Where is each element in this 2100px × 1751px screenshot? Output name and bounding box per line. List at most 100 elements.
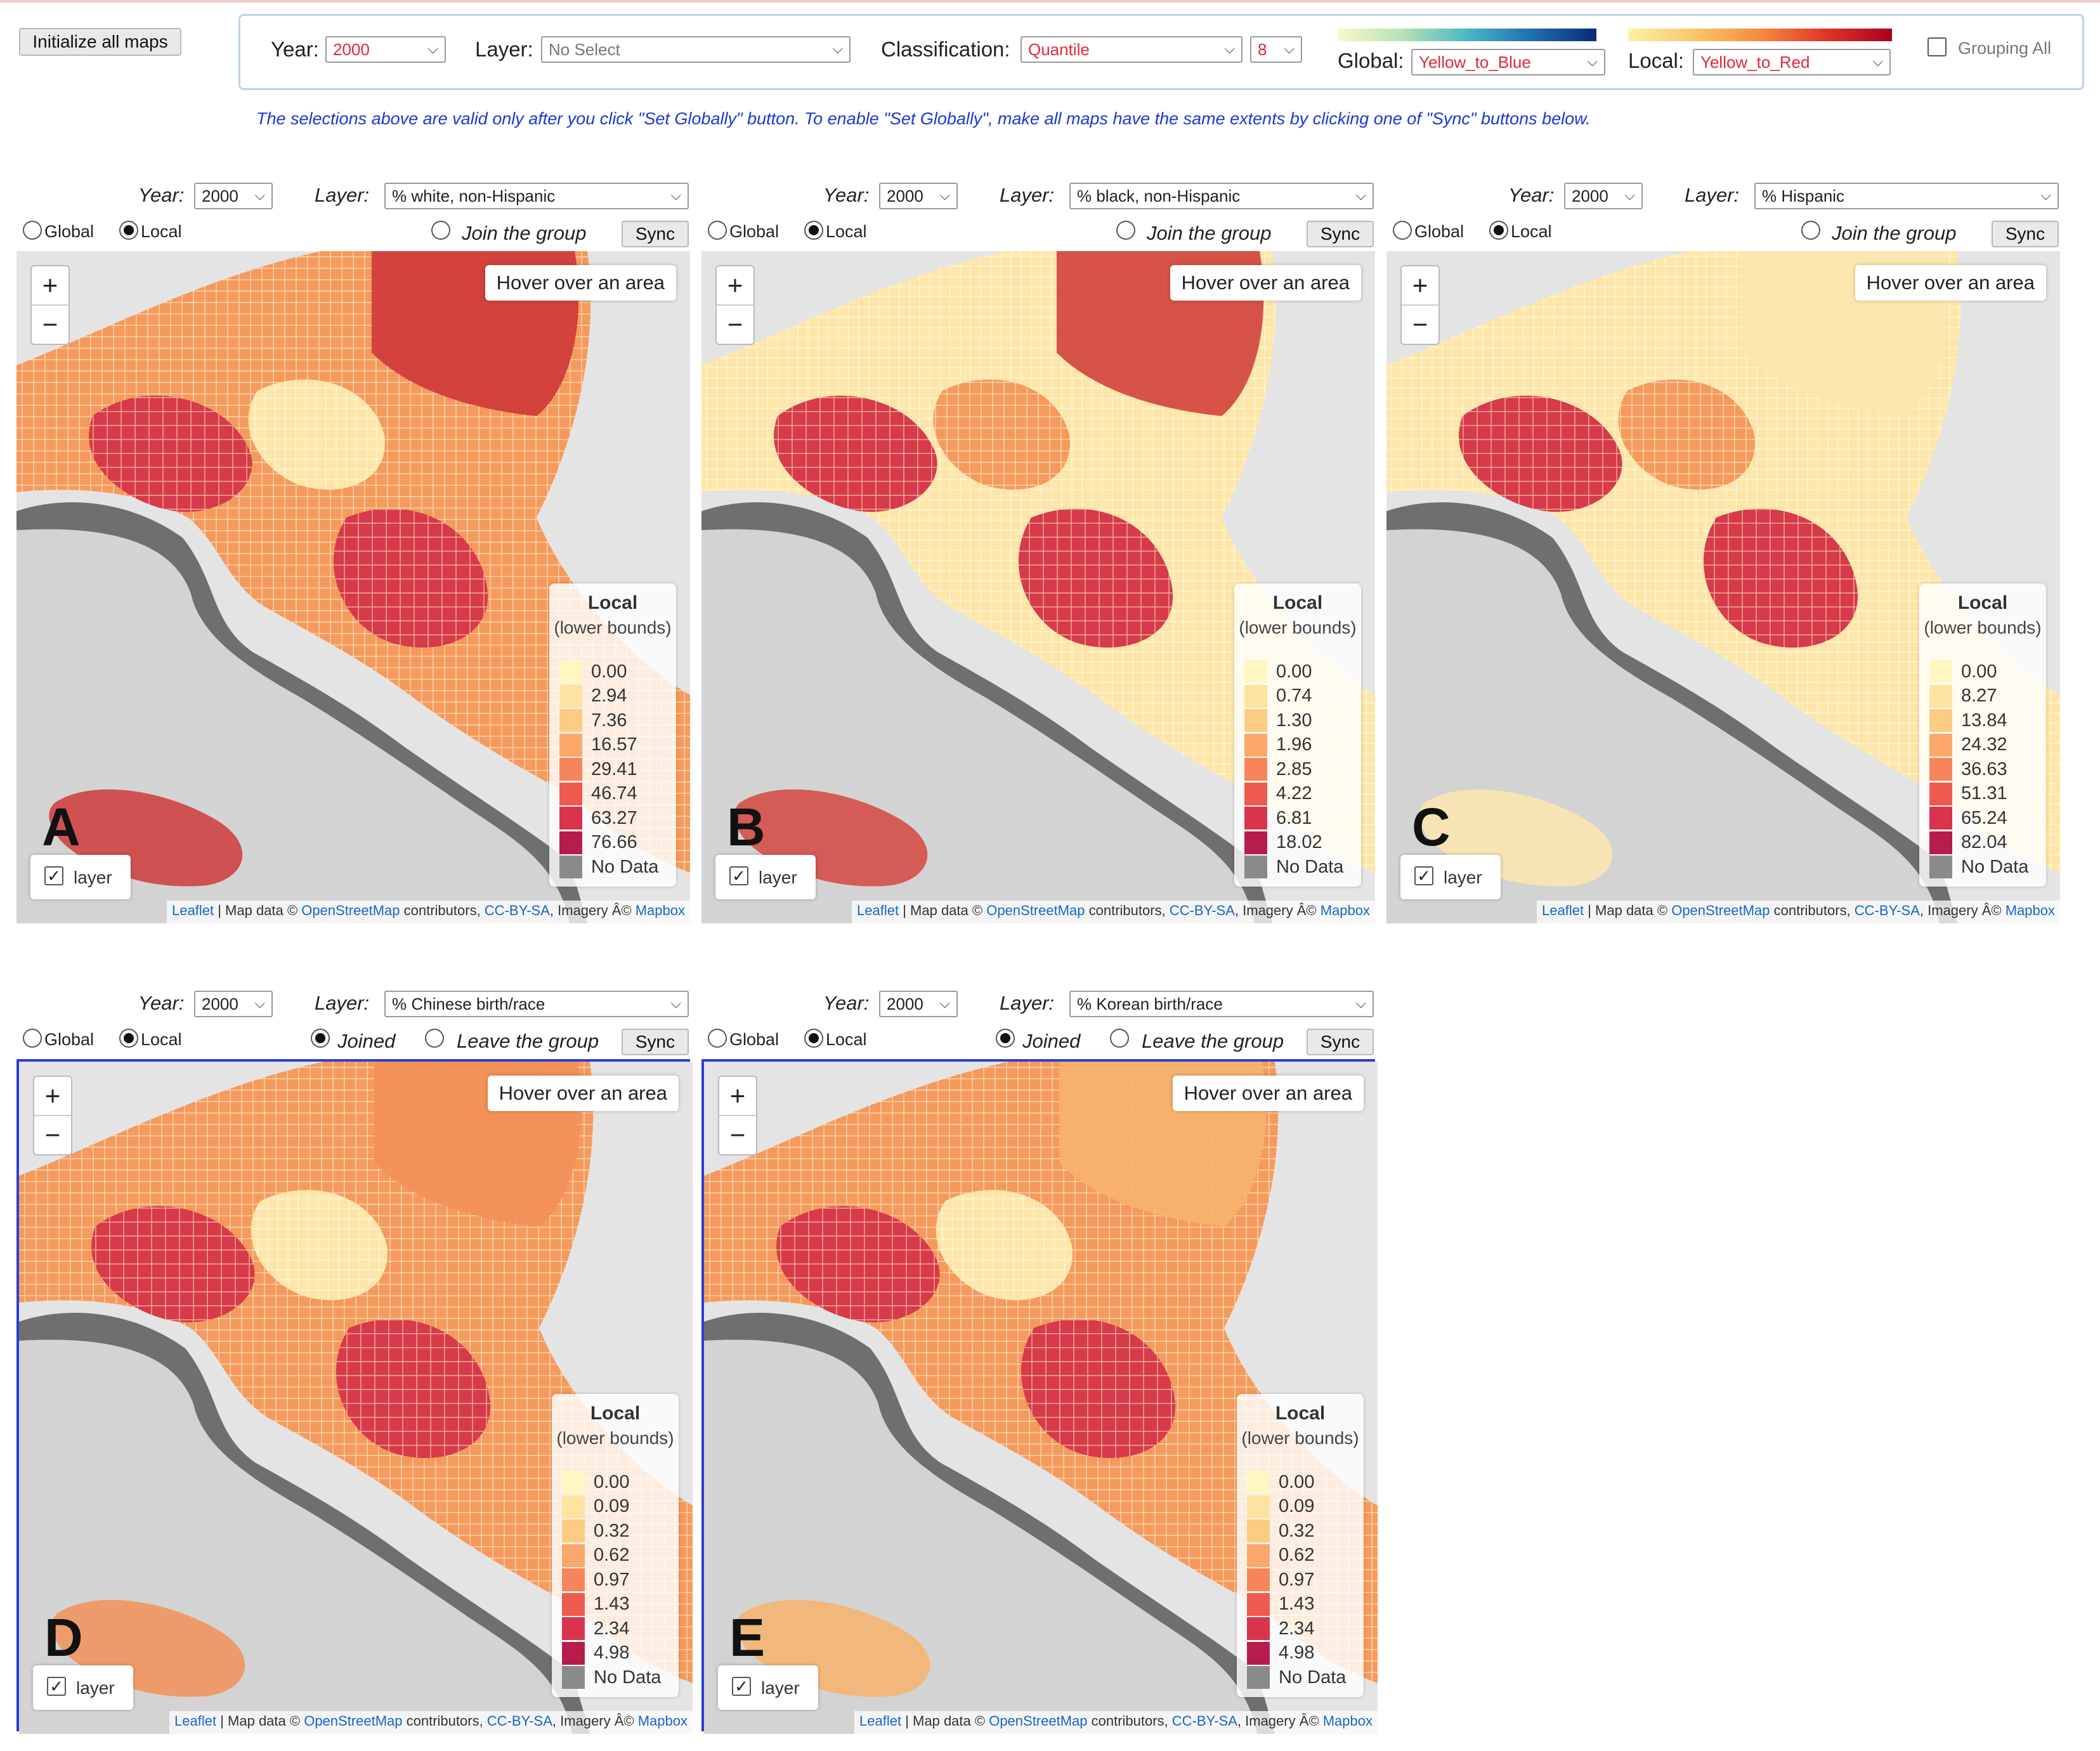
leave-group-radio[interactable]: [1110, 1029, 1129, 1048]
global-year-select[interactable]: 2000 ⌵: [325, 36, 446, 63]
global-radio[interactable]: [1393, 221, 1412, 240]
legend-item: 65.24: [1929, 806, 2007, 830]
global-radio[interactable]: [708, 221, 727, 240]
openstreetmap-link[interactable]: OpenStreetMap: [986, 902, 1085, 918]
openstreetmap-link[interactable]: OpenStreetMap: [301, 902, 400, 918]
zoom-control[interactable]: + −: [718, 1076, 757, 1155]
classes-select[interactable]: 8 ⌵: [1250, 36, 1302, 63]
cc-by-sa-link[interactable]: CC-BY-SA: [484, 902, 550, 918]
layer-checkbox[interactable]: ✓: [732, 1677, 751, 1696]
layer-select[interactable]: % Chinese birth/race ⌵: [384, 991, 689, 1017]
openstreetmap-link[interactable]: OpenStreetMap: [304, 1713, 403, 1729]
global-radio[interactable]: [23, 1029, 42, 1048]
layer-checkbox[interactable]: ✓: [47, 1677, 66, 1696]
sync-button[interactable]: Sync: [1307, 221, 1374, 247]
mapbox-link[interactable]: Mapbox: [637, 1713, 688, 1729]
mapbox-link[interactable]: Mapbox: [635, 902, 685, 918]
year-select[interactable]: 2000 ⌵: [879, 991, 958, 1017]
local-radio[interactable]: [804, 221, 823, 240]
cc-by-sa-link[interactable]: CC-BY-SA: [1854, 902, 1920, 918]
local-radio[interactable]: [119, 221, 138, 240]
leave-group-radio[interactable]: [425, 1029, 444, 1048]
choropleth-map[interactable]: + − Hover over an area Local (lower bounds) 0…: [701, 251, 1375, 923]
mapbox-link[interactable]: Mapbox: [1322, 1713, 1373, 1729]
choropleth-map[interactable]: + − Hover over an area Local (lower bounds) 0…: [19, 1062, 693, 1734]
global-radio[interactable]: [708, 1029, 727, 1048]
year-select[interactable]: 2000 ⌵: [194, 991, 273, 1017]
leaflet-link[interactable]: Leaflet: [1542, 902, 1584, 918]
layer-toggle[interactable]: ✓ layer: [715, 855, 816, 899]
layer-toggle[interactable]: ✓ layer: [1400, 855, 1501, 899]
sync-button[interactable]: Sync: [622, 221, 689, 247]
year-select[interactable]: 2000 ⌵: [879, 183, 958, 209]
zoom-control[interactable]: + −: [33, 1076, 72, 1155]
layer-checkbox[interactable]: ✓: [44, 866, 63, 885]
year-select[interactable]: 2000 ⌵: [194, 183, 273, 209]
local-radio-label: Local: [141, 222, 182, 241]
join-group-radio[interactable]: [1116, 221, 1135, 240]
year-value: 2000: [202, 994, 238, 1013]
map-view[interactable]: + − Hover over an area Local (lower bounds) 0…: [16, 1059, 693, 1734]
zoom-in-button[interactable]: +: [1402, 266, 1438, 306]
layer-checkbox[interactable]: ✓: [1414, 866, 1433, 885]
layer-toggle[interactable]: ✓ layer: [30, 855, 131, 899]
zoom-out-button[interactable]: −: [729, 1120, 746, 1150]
leaflet-link[interactable]: Leaflet: [859, 1713, 902, 1729]
joined-radio[interactable]: [311, 1029, 330, 1048]
layer-select[interactable]: % black, non-Hispanic ⌵: [1069, 183, 1374, 209]
zoom-control[interactable]: + −: [30, 265, 70, 345]
choropleth-map[interactable]: + − Hover over an area Local (lower bounds) 0…: [16, 251, 690, 923]
joined-radio[interactable]: [996, 1029, 1015, 1048]
zoom-control[interactable]: + −: [715, 265, 755, 345]
zoom-in-button[interactable]: +: [34, 1077, 71, 1116]
layer-checkbox[interactable]: ✓: [729, 866, 748, 885]
global-layer-select[interactable]: No Select ⌵: [541, 36, 851, 63]
map-view[interactable]: + − Hover over an area Local (lower bounds) 0…: [701, 251, 1375, 923]
cc-by-sa-link[interactable]: CC-BY-SA: [486, 1713, 552, 1729]
sync-button[interactable]: Sync: [622, 1029, 689, 1055]
map-view[interactable]: + − Hover over an area Local (lower bounds) 0…: [1386, 251, 2060, 923]
choropleth-map[interactable]: + − Hover over an area Local (lower bounds) 0…: [1386, 251, 2060, 923]
layer-select[interactable]: % Korean birth/race ⌵: [1069, 991, 1374, 1017]
mapbox-link[interactable]: Mapbox: [1320, 902, 1370, 918]
leaflet-link[interactable]: Leaflet: [857, 902, 899, 918]
choropleth-map[interactable]: + − Hover over an area Local (lower bounds) 0…: [704, 1062, 1378, 1734]
global-radio[interactable]: [23, 221, 42, 240]
zoom-in-button[interactable]: +: [719, 1077, 756, 1116]
layer-toggle[interactable]: ✓ layer: [718, 1665, 818, 1710]
zoom-in-button[interactable]: +: [32, 266, 68, 306]
layer-select[interactable]: % Hispanic ⌵: [1754, 183, 2059, 209]
zoom-control[interactable]: + −: [1400, 265, 1440, 345]
classification-select[interactable]: Quantile ⌵: [1021, 36, 1242, 63]
leaflet-link[interactable]: Leaflet: [174, 1713, 217, 1729]
map-view[interactable]: + − Hover over an area Local (lower bounds) 0…: [701, 1059, 1378, 1734]
sync-button[interactable]: Sync: [1992, 221, 2059, 247]
openstreetmap-link[interactable]: OpenStreetMap: [1671, 902, 1770, 918]
zoom-out-button[interactable]: −: [42, 309, 58, 339]
map-view[interactable]: + − Hover over an area Local (lower bounds) 0…: [16, 251, 690, 923]
initialize-all-maps-button[interactable]: Initialize all maps: [19, 28, 181, 56]
join-group-radio[interactable]: [431, 221, 450, 240]
zoom-in-button[interactable]: +: [717, 266, 753, 306]
layer-toggle[interactable]: ✓ layer: [33, 1665, 133, 1710]
cc-by-sa-link[interactable]: CC-BY-SA: [1169, 902, 1235, 918]
join-group-radio[interactable]: [1801, 221, 1820, 240]
local-radio[interactable]: [804, 1029, 823, 1048]
global-ramp-select[interactable]: Yellow_to_Blue ⌵: [1411, 49, 1605, 75]
leaflet-link[interactable]: Leaflet: [172, 902, 214, 918]
local-ramp-select[interactable]: Yellow_to_Red ⌵: [1693, 49, 1891, 75]
local-radio[interactable]: [119, 1029, 138, 1048]
legend-item: 82.04: [1929, 831, 2007, 855]
openstreetmap-link[interactable]: OpenStreetMap: [989, 1713, 1088, 1729]
zoom-out-button[interactable]: −: [1412, 309, 1428, 339]
layer-select[interactable]: % white, non-Hispanic ⌵: [384, 183, 689, 209]
cc-by-sa-link[interactable]: CC-BY-SA: [1171, 1713, 1237, 1729]
year-select[interactable]: 2000 ⌵: [1564, 183, 1643, 209]
mapbox-link[interactable]: Mapbox: [2005, 902, 2055, 918]
sync-button[interactable]: Sync: [1307, 1029, 1374, 1055]
legend-item: 46.74: [559, 782, 637, 806]
zoom-out-button[interactable]: −: [44, 1120, 61, 1150]
local-radio[interactable]: [1489, 221, 1508, 240]
grouping-all-checkbox[interactable]: [1927, 37, 1947, 56]
zoom-out-button[interactable]: −: [727, 309, 743, 339]
